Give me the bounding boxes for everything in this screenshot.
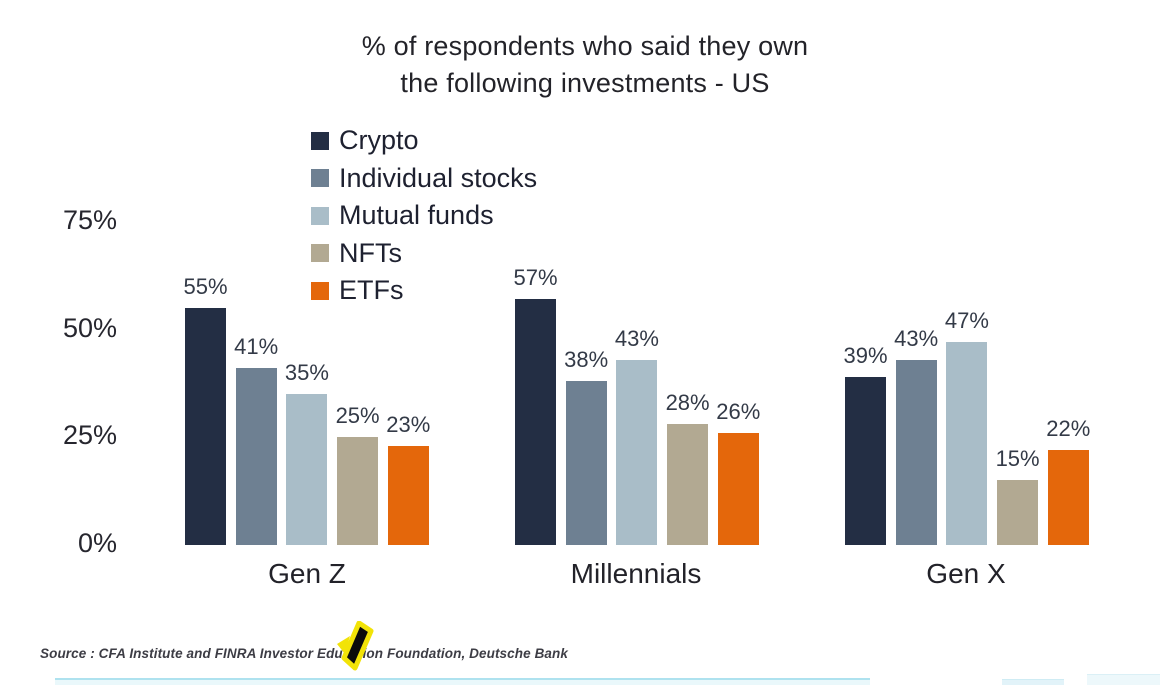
legend-item-nfts: NFTs [311,235,537,273]
bar-value-crypto-gen-z: 55% [183,274,228,299]
bar-nfts-gen-x [997,480,1039,545]
bar-individual-stocks-gen-z [235,368,277,545]
bar-value-crypto-gen-x: 39% [843,343,888,368]
x-label-gen-x: Gen X [926,558,1006,589]
legend-swatch-individual-stocks [311,169,329,188]
y-tick-50: 50% [62,312,117,343]
legend-item-crypto: Crypto [311,122,537,160]
legend-item-mutual-funds: Mutual funds [311,197,537,235]
bar-etfs-millennials [717,433,759,545]
y-tick-0: 0% [77,528,117,558]
bar-mutual-funds-millennials [616,360,658,545]
bar-value-crypto-millennials: 57% [513,265,558,290]
mouse-cursor-icon [337,621,374,671]
chart-title: % of respondents who said they own the f… [285,28,885,102]
bottom-page-strip [55,678,870,685]
x-label-gen-z: Gen Z [268,558,346,589]
bar-mutual-funds-gen-x [946,342,988,545]
bar-etfs-gen-z [387,446,429,545]
legend-label: NFTs [339,237,402,268]
bar-value-individual-stocks-gen-z: 41% [234,334,279,359]
bar-value-nfts-gen-x: 15% [995,446,1040,471]
legend-item-individual-stocks: Individual stocks [311,160,537,198]
bar-crypto-gen-x [845,377,886,545]
plot-area: 55% 57% 39% 41% 38% 43% 35% 43% 47% 25% 28% 15% 23% 2… [183,265,1091,545]
bar-value-mutual-funds-millennials: 43% [614,326,659,351]
legend-label: ETFs [339,275,404,306]
bar-value-mutual-funds-gen-z: 35% [284,360,329,385]
legend-swatch-mutual-funds [311,206,329,225]
bar-value-nfts-gen-z: 25% [335,403,380,428]
legend-swatch-etfs [311,281,329,300]
bar-mutual-funds-gen-z [286,394,328,545]
legend-label: Mutual funds [339,200,494,231]
bar-crypto-gen-z [185,308,226,545]
bar-individual-stocks-gen-x [895,360,937,545]
legend-label: Individual stocks [339,162,538,193]
bar-value-etfs-millennials: 26% [716,399,761,424]
bar-value-etfs-gen-x: 22% [1046,416,1091,441]
bar-nfts-millennials [667,424,709,545]
x-label-millennials: Millennials [570,558,702,589]
bar-individual-stocks-millennials [565,381,607,545]
bar-etfs-gen-x [1047,450,1089,545]
legend-swatch-crypto [311,131,329,150]
bar-nfts-gen-z [337,437,379,545]
bar-value-etfs-gen-z: 23% [386,412,431,437]
legend-label: Crypto [339,125,419,156]
legend-swatch-nfts [311,244,329,263]
legend-item-etfs: ETFs [311,272,537,310]
bar-value-mutual-funds-gen-x: 47% [944,308,989,333]
legend: Crypto Individual stocks Mutual funds NFTs E… [311,122,537,310]
chart-title-line1: % of respondents who said they own [361,31,809,61]
bar-value-individual-stocks-gen-x: 43% [894,326,939,351]
chart-title-line2: the following investments - US [400,68,770,98]
bar-value-individual-stocks-millennials: 38% [564,347,609,372]
bar-crypto-millennials [515,299,556,545]
bottom-page-strip-right-2 [1087,674,1160,685]
y-tick-75: 75% [62,204,117,235]
y-tick-25: 25% [62,420,117,451]
bottom-page-strip-right-1 [1002,679,1064,685]
source-text: Source : CFA Institute and FINRA Investo… [40,646,568,661]
bar-value-nfts-millennials: 28% [665,390,710,415]
